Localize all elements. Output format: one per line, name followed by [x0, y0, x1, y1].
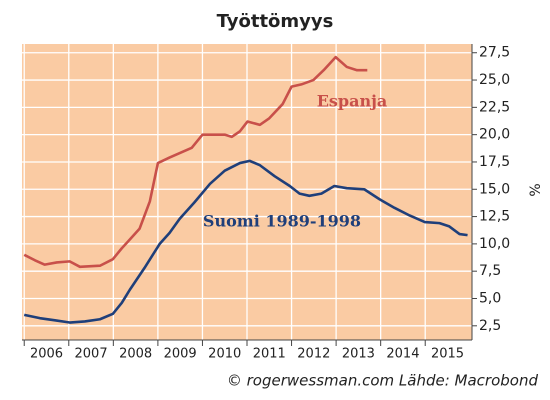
line-series	[23, 159, 468, 324]
series-annotation: Espanja	[317, 92, 388, 111]
x-tick-label: 2008	[119, 347, 152, 362]
chart-title: Työttömyys	[217, 11, 334, 32]
y-tick-label: 5,0	[479, 290, 501, 306]
line-series	[23, 55, 368, 269]
series-annotation: Suomi 1989-1998	[203, 212, 361, 231]
y-tick-label: 2,5	[479, 318, 501, 334]
y-tick-label: 15,0	[479, 181, 510, 197]
x-tick-label: 2014	[386, 347, 419, 362]
x-tick-label: 2011	[253, 347, 286, 362]
footer: © rogerwessman.com Lähde: Macrobond	[227, 372, 539, 390]
x-tick-label: 2010	[208, 347, 241, 362]
x-tick-label: 2015	[431, 347, 464, 362]
x-tick-label: 2013	[342, 347, 375, 362]
x-tick-label: 2012	[297, 347, 330, 362]
y-tick-label: 12,5	[479, 209, 510, 225]
y-tick-label: 22,5	[479, 99, 510, 115]
y-tick-label: 10,0	[479, 236, 510, 252]
y-tick-label: 20,0	[479, 127, 510, 143]
y-tick-label: 17,5	[479, 154, 510, 170]
y-tick-label: 27,5	[479, 45, 510, 61]
x-tick-label: 2009	[164, 347, 197, 362]
y-axis-label: %	[528, 183, 544, 196]
x-tick-label: 2007	[75, 347, 108, 362]
x-tick-label: 2006	[30, 347, 63, 362]
y-tick-label: 7,5	[479, 263, 501, 279]
y-tick-label: 25,0	[479, 72, 510, 88]
